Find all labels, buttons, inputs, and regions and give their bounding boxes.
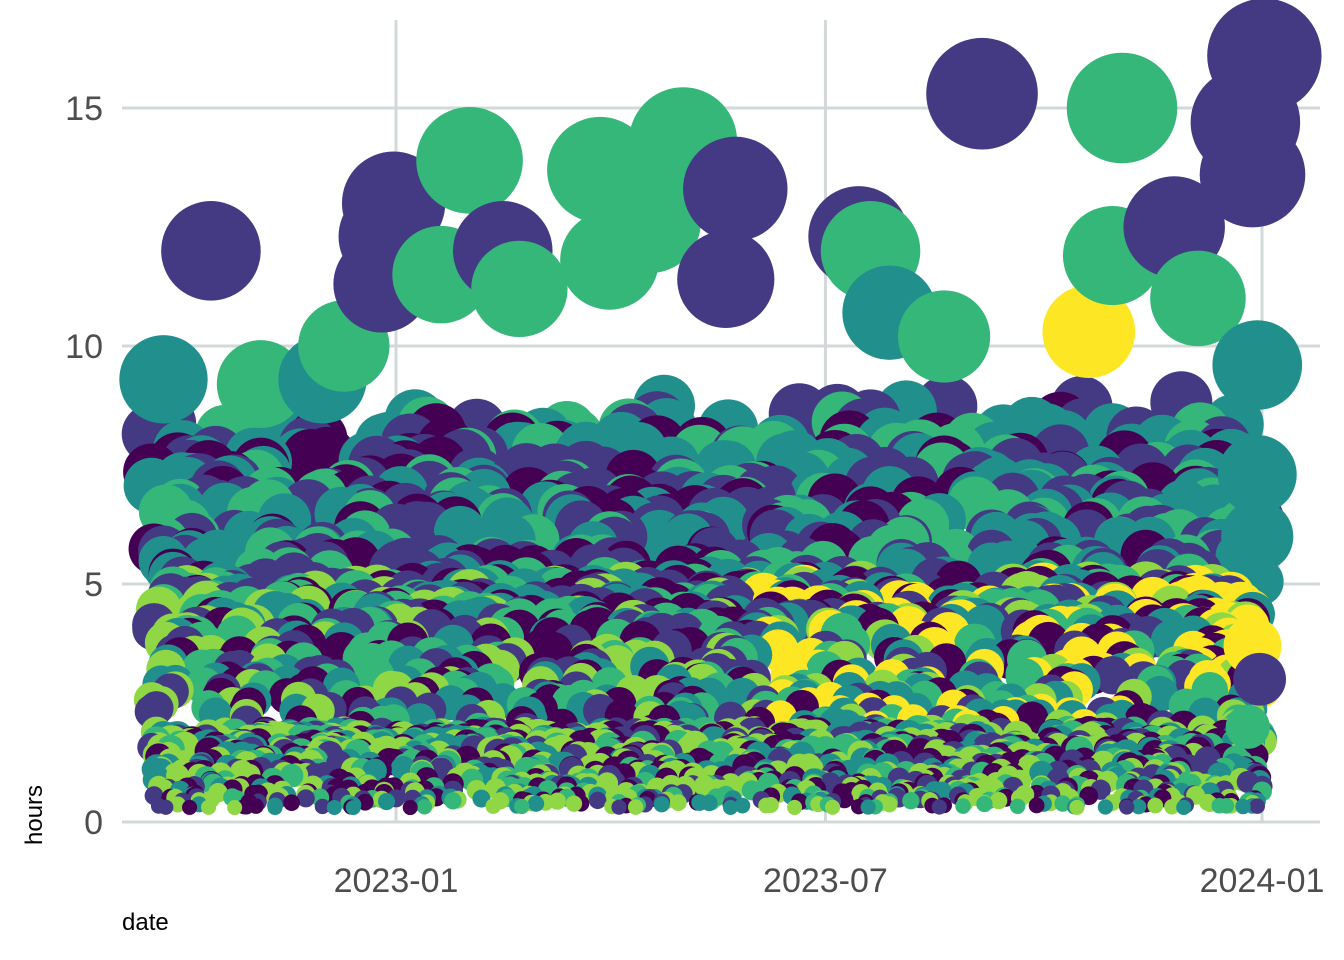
- y-tick-label: 0: [84, 804, 103, 842]
- data-point: [1009, 798, 1026, 815]
- data-point: [1147, 797, 1164, 814]
- data-point: [723, 799, 739, 816]
- data-point: [1176, 799, 1192, 815]
- data-point: [902, 792, 920, 810]
- data-point: [1069, 799, 1085, 815]
- data-point: [611, 799, 627, 815]
- x-axis-title: date: [122, 909, 169, 936]
- data-point: [1225, 704, 1270, 749]
- x-tick-label: 2024-01: [1200, 862, 1325, 900]
- x-tick-label: 2023-01: [334, 862, 459, 900]
- data-point: [314, 798, 331, 815]
- data-point: [182, 799, 198, 815]
- data-point: [161, 201, 261, 301]
- data-point: [1233, 652, 1287, 706]
- data-point: [1212, 320, 1303, 410]
- data-point: [119, 335, 208, 424]
- data-point: [227, 800, 243, 816]
- data-point: [527, 795, 545, 812]
- data-point: [628, 799, 644, 815]
- y-tick-label: 5: [84, 566, 103, 604]
- data-point: [1119, 799, 1135, 815]
- data-point: [485, 798, 502, 814]
- data-point: [955, 798, 971, 814]
- data-point: [200, 799, 217, 815]
- data-point: [1217, 435, 1297, 514]
- data-point: [1130, 799, 1147, 815]
- data-point: [238, 799, 255, 815]
- data-point: [1164, 799, 1180, 815]
- data-point: [296, 789, 315, 808]
- data-point: [377, 793, 396, 811]
- data-point: [881, 796, 898, 813]
- data-point: [565, 795, 583, 812]
- x-axis-ticks: 2023-01 2023-07 2024-01: [334, 862, 1325, 900]
- data-point: [283, 794, 300, 812]
- data-point: [402, 799, 418, 816]
- data-point: [825, 799, 841, 815]
- x-tick-label: 2023-07: [763, 862, 888, 900]
- data-point: [267, 800, 283, 816]
- data-point: [169, 796, 186, 813]
- data-point: [416, 107, 523, 214]
- data-point: [926, 37, 1038, 150]
- data-point: [1079, 786, 1099, 806]
- data-point: [860, 799, 876, 815]
- data-point: [1218, 798, 1235, 814]
- data-points: [119, 0, 1322, 816]
- data-point: [1249, 798, 1266, 814]
- data-point: [588, 791, 607, 810]
- data-point: [669, 794, 687, 811]
- data-point: [158, 799, 174, 815]
- data-point: [472, 789, 491, 808]
- data-point: [514, 798, 530, 815]
- y-tick-label: 10: [65, 328, 103, 366]
- data-point: [976, 795, 993, 813]
- data-point: [931, 799, 947, 815]
- data-point: [653, 796, 670, 813]
- data-point: [734, 797, 751, 814]
- data-point: [1221, 500, 1294, 573]
- y-axis-title: hours: [21, 785, 48, 845]
- data-point: [326, 799, 342, 816]
- data-point: [989, 791, 1008, 810]
- data-point: [1028, 797, 1045, 814]
- data-point: [598, 171, 701, 274]
- data-point: [1235, 798, 1251, 815]
- data-point: [1199, 121, 1306, 228]
- data-point: [683, 136, 788, 242]
- data-point: [1150, 250, 1246, 347]
- data-point: [416, 799, 433, 815]
- y-tick-label: 15: [65, 90, 103, 128]
- y-axis-ticks: 0 5 10 15: [65, 90, 103, 842]
- data-point: [787, 799, 803, 815]
- data-point: [897, 290, 991, 383]
- data-point: [444, 792, 462, 810]
- data-point: [1207, 0, 1322, 113]
- data-point: [1097, 799, 1114, 815]
- data-point: [1066, 52, 1178, 164]
- data-point: [1042, 285, 1136, 379]
- data-point: [471, 240, 568, 338]
- data-point: [1054, 795, 1071, 812]
- data-point: [345, 800, 361, 816]
- data-point: [758, 797, 775, 814]
- data-point: [700, 794, 718, 812]
- data-point: [677, 230, 775, 328]
